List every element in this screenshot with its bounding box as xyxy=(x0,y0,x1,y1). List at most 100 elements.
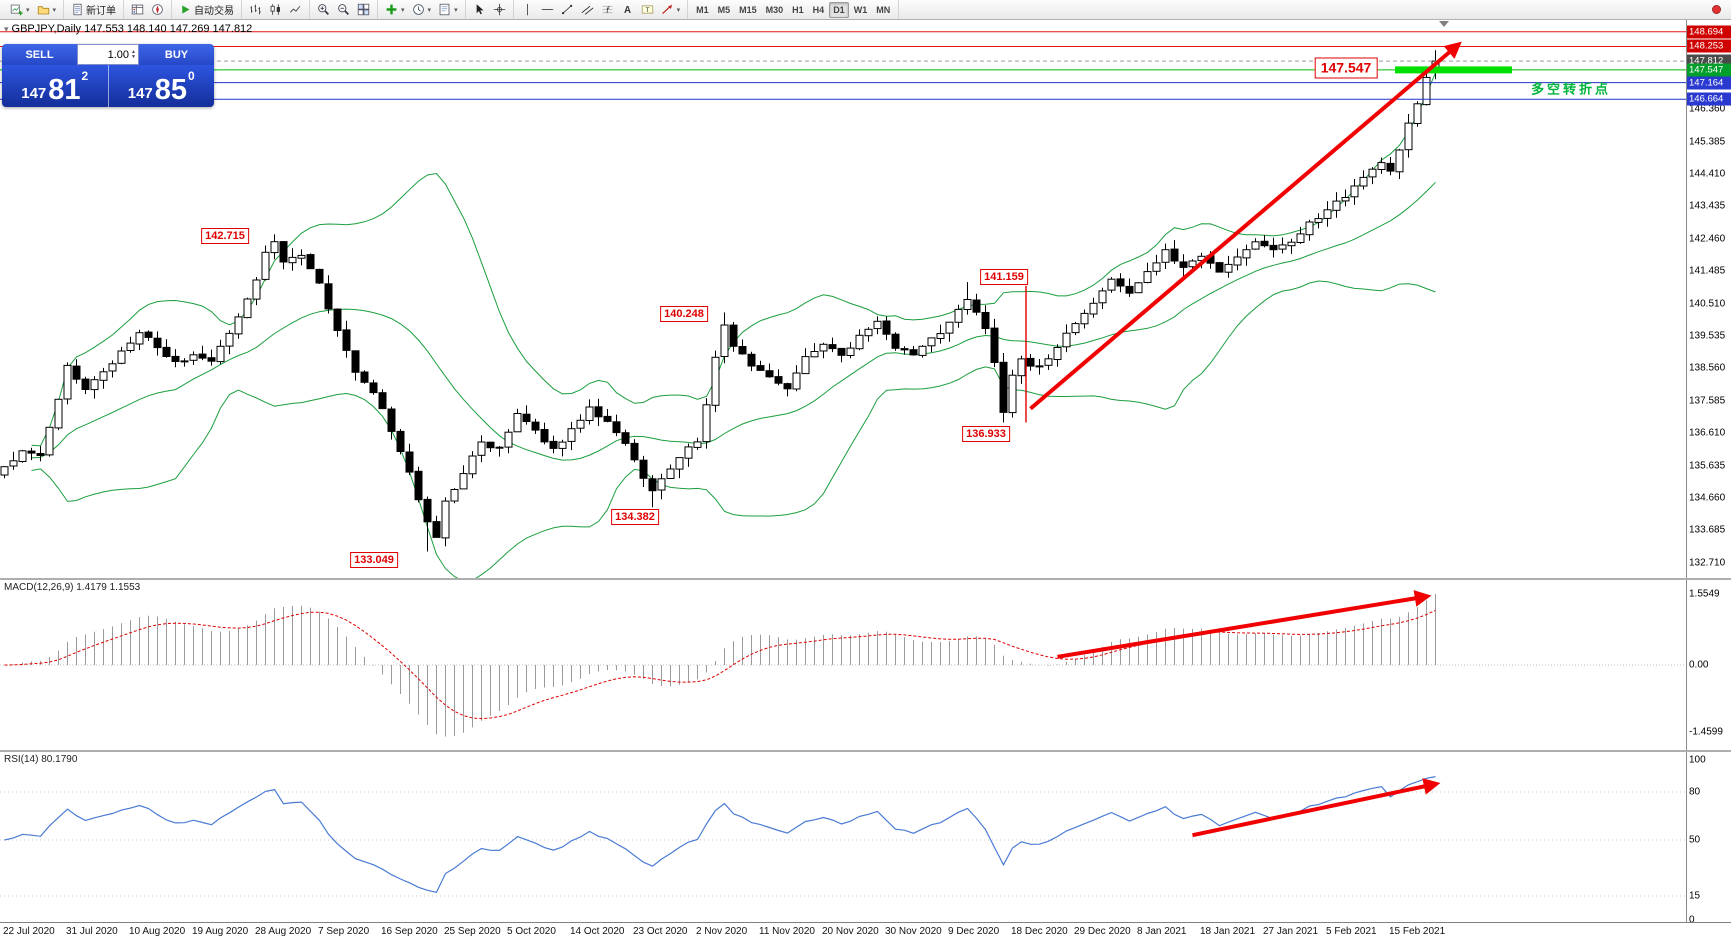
connection-status-button[interactable] xyxy=(1707,1,1726,18)
price-axis-label: 133.685 xyxy=(1689,524,1726,536)
templates-button[interactable]: ▾ xyxy=(435,1,461,18)
price-axis-label: 137.585 xyxy=(1689,395,1726,407)
chart-shift-marker[interactable] xyxy=(1439,21,1449,27)
profiles-button[interactable]: ▾ xyxy=(34,1,60,18)
price-chart-canvas[interactable] xyxy=(0,20,1686,578)
spinner-up-icon[interactable]: ▲ xyxy=(131,48,136,55)
text-label-button[interactable] xyxy=(638,1,657,18)
date-label: 2 Nov 2020 xyxy=(696,926,748,937)
chart-bars-icon xyxy=(249,3,262,16)
timeframe-mn-button[interactable]: MN xyxy=(876,4,891,15)
macd-axis-label: 0.00 xyxy=(1689,659,1709,671)
timeframe-m15-button[interactable]: M15 xyxy=(739,4,757,15)
toolbar-right xyxy=(1707,1,1728,18)
timeframe-d1-button[interactable]: D1 xyxy=(829,1,849,18)
panel-separator[interactable] xyxy=(0,750,1731,752)
sell-price[interactable]: 147 81 2 xyxy=(2,65,108,107)
caret-down-icon: ▾ xyxy=(52,6,57,14)
rsi-plot[interactable]: RSI(14) 80.1790 xyxy=(0,752,1686,922)
profiles-icon xyxy=(37,3,50,16)
toolbar-group: ▾ ▾ ▾ xyxy=(378,0,466,19)
trendline-button[interactable] xyxy=(558,1,577,18)
arrow-objects-icon xyxy=(661,3,674,16)
templates-icon xyxy=(438,3,451,16)
price-axis[interactable]: 146.360 145.385 144.410 143.435 142.460 141.4… xyxy=(1686,20,1731,578)
date-label: 28 Aug 2020 xyxy=(255,926,312,937)
volume-input[interactable] xyxy=(89,48,130,61)
new-chart-button[interactable]: ▾ xyxy=(7,1,33,18)
volume-spinner[interactable]: ▲ ▼ xyxy=(129,48,138,60)
date-label: 9 Dec 2020 xyxy=(948,926,1000,937)
zoom-in-button[interactable] xyxy=(314,1,333,18)
rsi-trend-arrow[interactable] xyxy=(1192,778,1441,838)
fibonacci-retracement-button[interactable] xyxy=(598,1,617,18)
buy-price-int: 147 xyxy=(127,85,153,102)
price-annotation[interactable]: 142.715 xyxy=(201,228,249,244)
sell-button[interactable]: SELL xyxy=(2,44,77,65)
crosshair-button[interactable] xyxy=(490,1,509,18)
price-annotation[interactable]: 134.382 xyxy=(611,509,659,525)
date-label: 25 Sep 2020 xyxy=(444,926,501,937)
buy-price[interactable]: 147 85 0 xyxy=(109,65,215,107)
auto-trading-button[interactable]: 自动交易 xyxy=(176,1,237,18)
indicators-button[interactable]: ▾ xyxy=(382,1,408,18)
equidistant-channel-button[interactable] xyxy=(578,1,597,18)
timeframe-h1-button[interactable]: H1 xyxy=(792,4,804,15)
arrow-objects-button[interactable]: ▾ xyxy=(658,1,684,18)
macd-axis[interactable]: 1.5549 0.00 -1.4599 xyxy=(1686,580,1731,750)
date-label: 29 Dec 2020 xyxy=(1074,926,1131,937)
chart-window: ▾ GBPJPY,Daily 147.553 148.140 147.269 14… xyxy=(0,20,1731,940)
rsi-axis[interactable]: 100 80 50 15 0 xyxy=(1686,752,1731,922)
timeframe-m5-button[interactable]: M5 xyxy=(717,4,731,15)
tile-windows-button[interactable] xyxy=(354,1,373,18)
indicators-icon xyxy=(385,3,398,16)
macd-canvas[interactable] xyxy=(0,580,1686,750)
rsi-line xyxy=(4,776,1436,893)
trend-arrow[interactable] xyxy=(1029,41,1462,411)
timeframe-m1-button[interactable]: M1 xyxy=(696,4,709,15)
caret-down-icon: ▾ xyxy=(676,6,681,14)
market-watch-icon xyxy=(131,3,144,16)
rsi-canvas[interactable] xyxy=(0,752,1686,922)
price-annotation[interactable]: 147.547 xyxy=(1314,57,1378,79)
zoom-out-button[interactable] xyxy=(334,1,353,18)
buy-button[interactable]: BUY xyxy=(139,44,214,65)
toolbar-group xyxy=(124,0,173,19)
price-axis-badge: 146.664 xyxy=(1687,92,1731,106)
price-annotation[interactable]: 140.248 xyxy=(660,306,708,322)
buy-price-pips: 85 xyxy=(154,74,188,106)
date-label: 10 Aug 2020 xyxy=(129,926,186,937)
navigator-button[interactable] xyxy=(148,1,167,18)
periods-button[interactable]: ▾ xyxy=(409,1,435,18)
price-annotation[interactable]: 141.159 xyxy=(980,269,1028,285)
cursor-button[interactable] xyxy=(470,1,489,18)
date-label: 7 Sep 2020 xyxy=(318,926,370,937)
price-annotation[interactable]: 133.049 xyxy=(350,552,398,568)
chart-line-button[interactable] xyxy=(286,1,305,18)
spinner-down-icon[interactable]: ▼ xyxy=(131,53,136,60)
horizontal-line-button[interactable] xyxy=(538,1,557,18)
time-axis[interactable]: 22 Jul 2020 31 Jul 2020 10 Aug 2020 19 Aug … xyxy=(0,922,1731,940)
chart-candlesticks-button[interactable] xyxy=(266,1,285,18)
main-chart-plot[interactable]: ▾ GBPJPY,Daily 147.553 148.140 147.269 14… xyxy=(0,20,1686,578)
annotation-text-cn[interactable]: 多空转折点 xyxy=(1530,81,1612,97)
timeframe-h4-button[interactable]: H4 xyxy=(812,4,825,15)
vertical-line-button[interactable] xyxy=(518,1,537,18)
text-button[interactable] xyxy=(618,1,637,18)
macd-axis-label: -1.4599 xyxy=(1689,726,1723,738)
fibonacci-retracement-icon xyxy=(601,3,614,16)
timeframe-w1-button[interactable]: W1 xyxy=(853,4,868,15)
macd-plot[interactable]: MACD(12,26,9) 1.4179 1.1553 xyxy=(0,580,1686,750)
timeframe-m30-button[interactable]: M30 xyxy=(765,4,784,15)
zoom-in-icon xyxy=(317,3,330,16)
macd-trend-arrow[interactable] xyxy=(1057,590,1432,659)
rsi-header: RSI(14) 80.1790 xyxy=(4,754,78,765)
cursor-icon xyxy=(473,3,486,16)
panel-separator[interactable] xyxy=(0,578,1731,580)
market-watch-button[interactable] xyxy=(128,1,147,18)
zoom-out-icon xyxy=(337,3,350,16)
price-annotation[interactable]: 136.933 xyxy=(962,426,1010,442)
new-order-button[interactable]: 新订单 xyxy=(68,1,119,18)
chart-bars-button[interactable] xyxy=(246,1,265,18)
symbol-menu-icon[interactable]: ▾ xyxy=(4,24,9,34)
